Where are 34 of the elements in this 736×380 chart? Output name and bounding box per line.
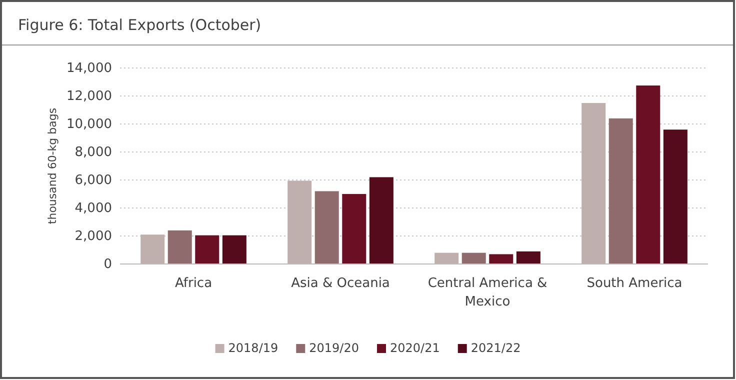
bar [462,252,486,264]
y-axis-title: thousand 60-kg bags [46,108,59,224]
bar [608,118,633,264]
bar [516,251,540,264]
y-tick-label: 10,000 [66,117,112,132]
bar [342,194,366,264]
bar [222,235,246,264]
x-tick-label: Central America & Mexico [428,276,548,310]
bar [489,254,514,264]
bar [314,191,339,264]
x-tick-label: Africa [174,276,212,292]
y-tick-label: 12,000 [66,89,112,104]
chart-title: Figure 6: Total Exports (October) [18,16,262,34]
y-tick-label: 2,000 [74,229,112,244]
bar [434,252,459,264]
y-tick-label: 6,000 [74,173,112,188]
y-tick-label: 8,000 [74,145,112,160]
bar [288,180,312,264]
legend-label: 2020/21 [390,341,440,355]
bar [663,130,688,264]
y-tick-label: 0 [104,257,112,272]
y-tick-label: 4,000 [74,201,112,216]
bar [195,235,220,264]
bar [369,177,394,264]
legend-label: 2021/22 [470,341,521,355]
y-tick-label: 14,000 [66,61,112,76]
bar [582,103,606,264]
bar [636,86,660,264]
x-tick-label: Asia & Oceania [291,276,390,292]
legend-label: 2019/20 [309,341,359,355]
bar [168,230,192,264]
legend-label: 2018/19 [228,341,278,355]
bar [140,234,165,264]
x-tick-label: South America [586,276,682,292]
